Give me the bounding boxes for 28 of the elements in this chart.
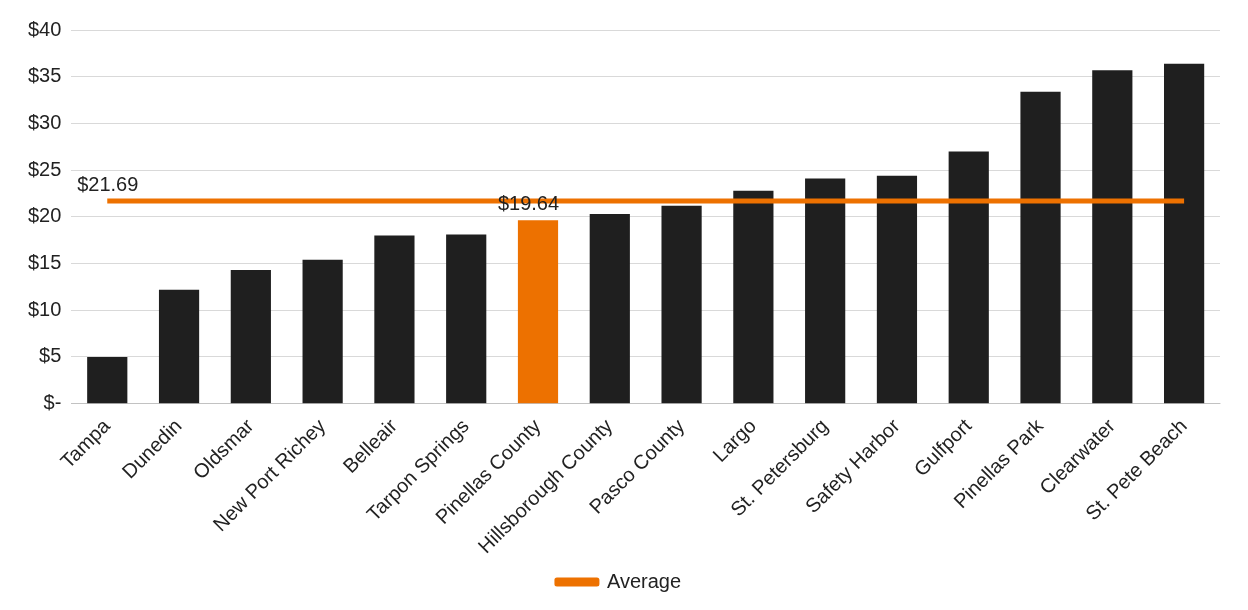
bar — [374, 235, 415, 404]
y-tick-label: $40 — [27, 17, 62, 40]
bar — [733, 190, 774, 404]
bar — [876, 175, 918, 404]
bar — [87, 356, 128, 404]
bar — [1164, 63, 1205, 404]
y-tick-label: $5 — [39, 344, 62, 367]
y-tick-label: $15 — [27, 251, 62, 274]
bar — [302, 259, 343, 404]
y-tick-label: $30 — [27, 110, 62, 133]
bar — [446, 234, 487, 404]
y-tick-label: $35 — [27, 64, 62, 87]
bar — [1092, 70, 1133, 404]
bar — [230, 270, 271, 404]
bar — [661, 205, 702, 404]
bar — [517, 220, 559, 404]
annotation: $21.69 — [77, 172, 139, 195]
y-tick-label: $25 — [27, 157, 62, 180]
bar — [948, 151, 989, 404]
bar — [1020, 91, 1061, 404]
y-tick-label: $- — [43, 391, 62, 414]
bar — [589, 214, 630, 404]
y-tick-label: $10 — [27, 297, 62, 320]
legend-label: Average — [606, 569, 682, 592]
annotation: $19.64 — [497, 191, 560, 214]
bar — [158, 289, 200, 404]
bar — [805, 178, 846, 404]
y-tick-label: $20 — [27, 204, 62, 227]
